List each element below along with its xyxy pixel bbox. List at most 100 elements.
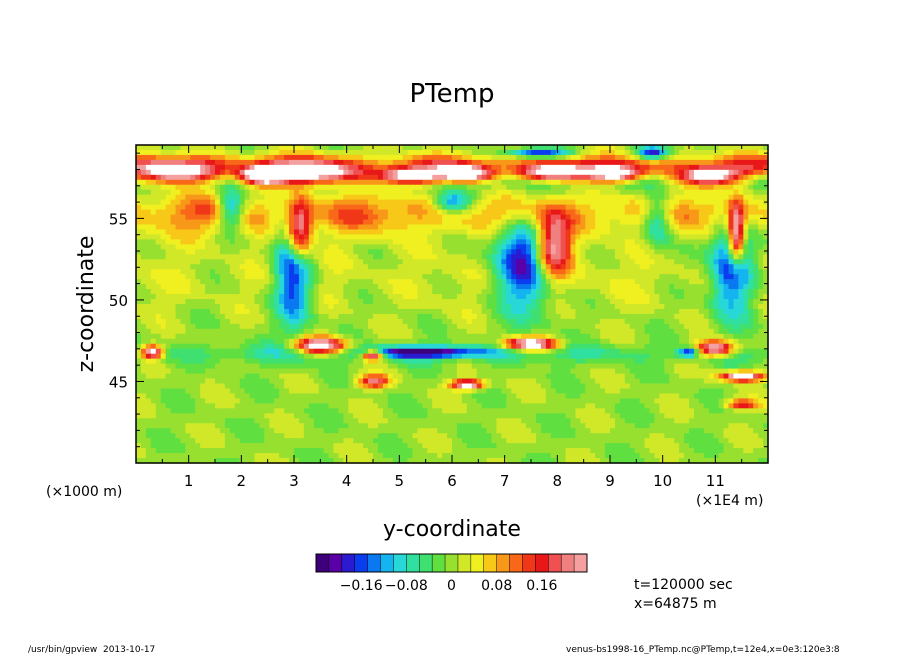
heatmap-cell xyxy=(481,299,488,305)
heatmap-cell xyxy=(412,149,419,156)
heatmap-cell xyxy=(387,229,394,236)
heatmap-cell xyxy=(545,294,552,300)
heatmap-cell xyxy=(279,244,285,250)
heatmap-cell xyxy=(358,174,364,181)
heatmap-cell xyxy=(624,269,631,275)
heatmap-cell xyxy=(550,249,557,255)
heatmap-cell xyxy=(170,174,177,181)
heatmap-cell xyxy=(506,333,512,340)
heatmap-cell xyxy=(343,294,349,300)
heatmap-cell xyxy=(708,204,715,211)
heatmap-cell xyxy=(535,164,542,171)
heatmap-cell xyxy=(323,164,330,171)
heatmap-cell xyxy=(200,209,206,216)
heatmap-cell xyxy=(348,184,354,191)
heatmap-cell xyxy=(155,239,162,245)
heatmap-cell xyxy=(743,244,749,250)
heatmap-cell xyxy=(140,219,147,226)
heatmap-cell xyxy=(407,184,414,191)
heatmap-cell xyxy=(377,164,384,171)
heatmap-cell xyxy=(723,318,730,325)
heatmap-cell xyxy=(224,299,231,305)
heatmap-cell xyxy=(175,259,182,265)
heatmap-cell xyxy=(313,214,320,221)
heatmap-cell xyxy=(323,145,330,151)
heatmap-cell xyxy=(461,254,468,260)
heatmap-cell xyxy=(136,189,142,196)
heatmap-cell xyxy=(229,274,236,280)
heatmap-cell xyxy=(249,323,256,330)
heatmap-cell xyxy=(649,289,656,295)
heatmap-cell xyxy=(289,209,295,216)
heatmap-cell xyxy=(358,254,364,260)
heatmap-cell xyxy=(136,294,142,300)
heatmap-cell xyxy=(175,318,182,325)
heatmap-cell xyxy=(659,184,665,191)
heatmap-cell xyxy=(200,313,206,320)
heatmap-cell xyxy=(447,164,453,171)
heatmap-cell xyxy=(610,224,616,231)
heatmap-cell xyxy=(689,189,695,196)
heatmap-cell xyxy=(140,333,147,340)
heatmap-cell xyxy=(585,259,591,265)
heatmap-cell xyxy=(175,244,182,250)
heatmap-cell xyxy=(531,179,537,186)
heatmap-cell xyxy=(516,294,522,300)
heatmap-cell xyxy=(540,264,547,270)
heatmap-cell xyxy=(264,229,270,236)
heatmap-cell xyxy=(526,313,532,320)
heatmap-cell xyxy=(175,269,182,275)
heatmap-cell xyxy=(511,264,517,270)
heatmap-cell xyxy=(654,239,660,245)
heatmap-cell xyxy=(279,279,285,285)
heatmap-cell xyxy=(723,279,730,285)
heatmap-cell xyxy=(659,254,665,260)
heatmap-cell xyxy=(743,179,749,186)
heatmap-cell xyxy=(318,254,325,260)
heatmap-cell xyxy=(353,194,359,201)
heatmap-cell xyxy=(698,274,705,280)
heatmap-cell xyxy=(308,234,315,241)
heatmap-cell xyxy=(634,249,641,255)
heatmap-cell xyxy=(590,209,596,216)
heatmap-cell xyxy=(239,174,246,181)
heatmap-cell xyxy=(674,174,680,181)
heatmap-cell xyxy=(259,328,265,335)
heatmap-cell xyxy=(471,154,478,161)
heatmap-cell xyxy=(442,333,448,340)
heatmap-cell xyxy=(516,224,522,231)
heatmap-cell xyxy=(723,294,730,300)
heatmap-cell xyxy=(377,169,384,176)
heatmap-cell xyxy=(407,304,414,310)
heatmap-cell xyxy=(437,224,443,231)
heatmap-cell xyxy=(165,328,172,335)
heatmap-cell xyxy=(758,333,764,340)
heatmap-cell xyxy=(738,239,744,245)
heatmap-cell xyxy=(531,304,537,310)
heatmap-cell xyxy=(328,204,335,211)
heatmap-cell xyxy=(733,199,739,206)
heatmap-cell xyxy=(516,214,522,221)
heatmap-cell xyxy=(703,328,710,335)
heatmap-cell xyxy=(140,214,147,221)
heatmap-cell xyxy=(605,259,611,265)
heatmap-cell xyxy=(516,189,522,196)
heatmap-cell xyxy=(437,284,443,290)
heatmap-cell xyxy=(743,154,749,161)
heatmap-cell xyxy=(155,269,162,275)
heatmap-cell xyxy=(234,264,241,270)
heatmap-cell xyxy=(674,199,680,206)
heatmap-cell xyxy=(491,299,498,305)
heatmap-cell xyxy=(471,299,478,305)
heatmap-cell xyxy=(318,164,325,171)
heatmap-cell xyxy=(407,169,414,176)
heatmap-cell xyxy=(422,323,428,330)
heatmap-cell xyxy=(654,264,660,270)
heatmap-cell xyxy=(185,219,191,226)
heatmap-cell xyxy=(679,199,685,206)
heatmap-cell xyxy=(150,249,157,255)
heatmap-cell xyxy=(684,308,690,315)
heatmap-cell xyxy=(160,289,167,295)
heatmap-cell xyxy=(590,224,596,231)
heatmap-cell xyxy=(698,333,705,340)
